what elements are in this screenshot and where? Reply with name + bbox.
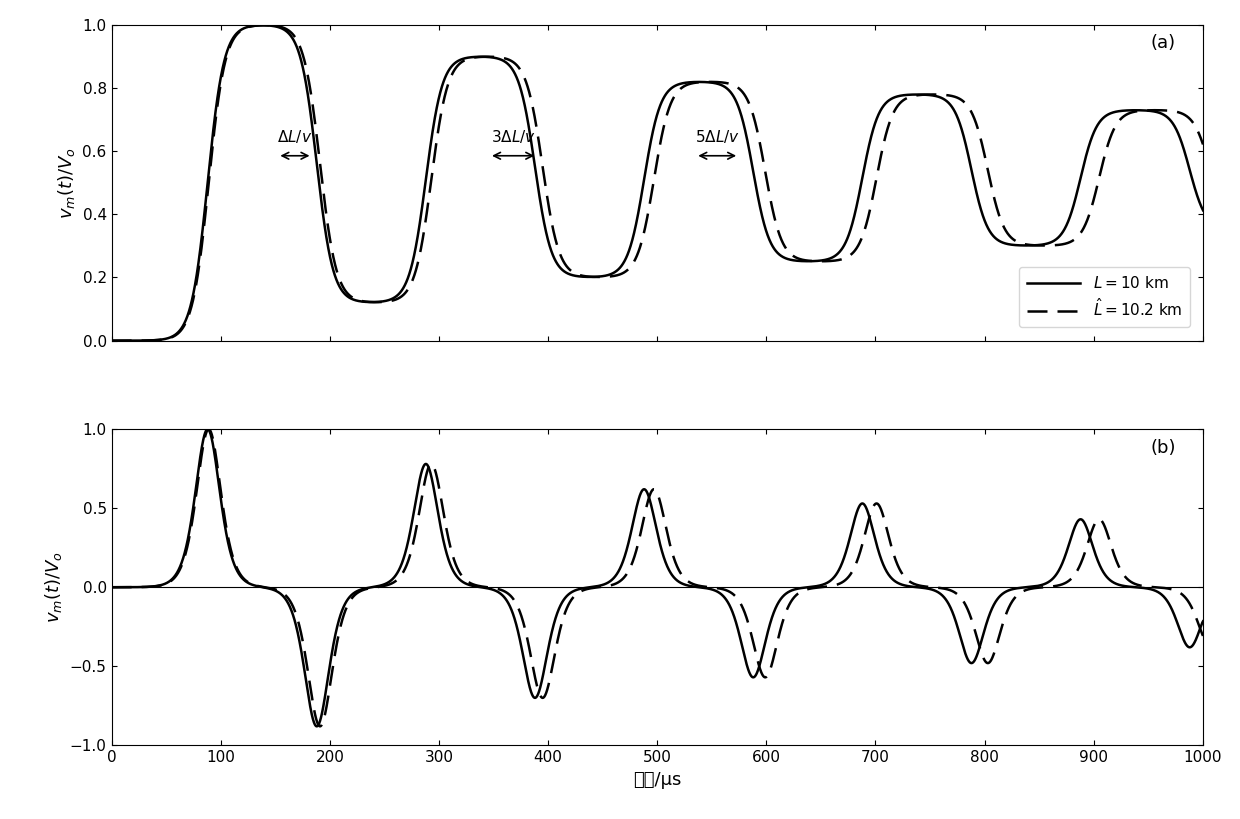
Text: $\Delta L/v$: $\Delta L/v$ [278, 128, 312, 145]
$L=10$ km [972, 200, 987, 210]
$\hat{L}=10.2$ km [203, 163, 218, 173]
$L=10$ km [255, 20, 270, 30]
$\hat{L}=10.2$ km [258, 20, 273, 30]
$\hat{L}=10.2$ km [904, 92, 919, 102]
Y-axis label: $v_m(t)/V_o$: $v_m(t)/V_o$ [43, 551, 64, 623]
$L=10$ km [443, 63, 458, 73]
Line: $\hat{L}=10.2$ km: $\hat{L}=10.2$ km [112, 25, 1204, 341]
Line: $L=10$ km: $L=10$ km [112, 25, 1204, 341]
$\hat{L}=10.2$ km [972, 129, 987, 139]
$\hat{L}=10.2$ km [489, 52, 503, 62]
Text: (b): (b) [1149, 439, 1176, 457]
Legend: $L=10$ km, $\hat{L}=10.2$ km: $L=10$ km, $\hat{L}=10.2$ km [1019, 268, 1189, 327]
$L=10$ km [203, 152, 218, 162]
Y-axis label: $v_m(t)/V_o$: $v_m(t)/V_o$ [56, 147, 77, 219]
X-axis label: 时间/μs: 时间/μs [632, 771, 682, 789]
$\hat{L}=10.2$ km [1197, 142, 1211, 152]
Text: $3\Delta L/v$: $3\Delta L/v$ [491, 128, 536, 145]
$L=10$ km [1197, 206, 1211, 216]
$L=10$ km [489, 53, 503, 63]
Text: (a): (a) [1151, 34, 1176, 52]
$\hat{L}=10.2$ km [104, 336, 119, 346]
$L=10$ km [904, 90, 919, 100]
Text: $5\Delta L/v$: $5\Delta L/v$ [694, 128, 740, 145]
$L=10$ km [490, 53, 505, 63]
$\hat{L}=10.2$ km [443, 74, 458, 84]
$\hat{L}=10.2$ km [490, 52, 505, 62]
$L=10$ km [104, 336, 119, 346]
